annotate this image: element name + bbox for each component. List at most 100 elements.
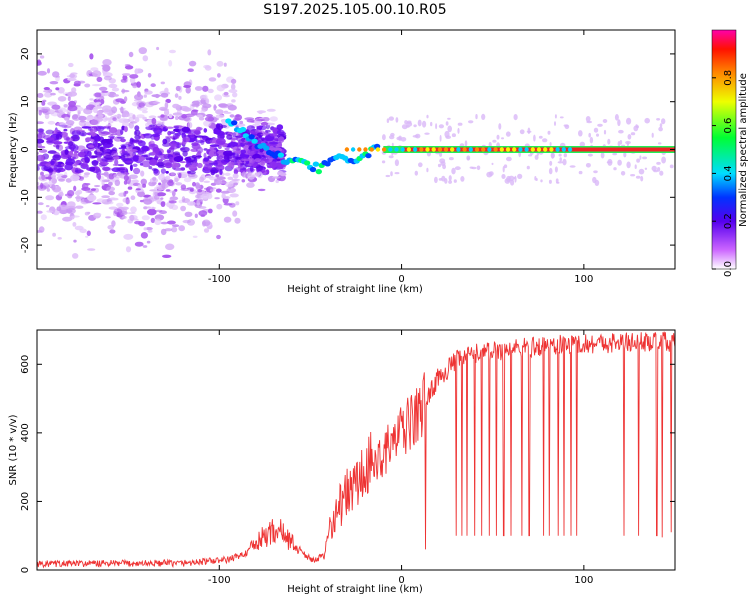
y-tick-label: 20 bbox=[20, 48, 31, 61]
spectrogram-cell bbox=[627, 134, 632, 140]
spectrogram-cell bbox=[165, 170, 169, 174]
spectrogram-cell bbox=[128, 51, 134, 58]
spectrogram-cell bbox=[259, 147, 264, 153]
spectrogram-cell bbox=[269, 133, 278, 137]
signal-cell bbox=[365, 153, 372, 159]
spectrogram-cell bbox=[215, 109, 224, 115]
spectrogram-cell bbox=[517, 173, 523, 179]
spectrogram-cell bbox=[122, 110, 130, 118]
spectrogram-cell bbox=[613, 167, 617, 171]
spectrogram-cell bbox=[81, 132, 85, 136]
spectrogram-cell bbox=[656, 118, 661, 121]
spectrogram-cell bbox=[589, 136, 594, 144]
spectrogram-cell bbox=[533, 134, 536, 142]
spectrogram-cell bbox=[231, 99, 236, 103]
spectrogram-cell bbox=[116, 136, 125, 139]
spectrogram-cell bbox=[94, 92, 102, 98]
spectrogram-cell bbox=[142, 55, 149, 62]
spectrogram-cell bbox=[661, 156, 666, 164]
spectrogram-heatmap bbox=[37, 46, 674, 259]
spectrogram-cell bbox=[128, 122, 134, 129]
spectrogram-cell bbox=[559, 157, 562, 162]
spectrogram-cell bbox=[151, 117, 157, 125]
spectrogram-cell bbox=[41, 101, 46, 106]
spectrogram-cell bbox=[549, 142, 552, 146]
spectrogram-cell bbox=[73, 239, 77, 243]
signal-cell bbox=[518, 147, 523, 152]
spectrogram-cell bbox=[255, 118, 266, 122]
spectrogram-cell bbox=[47, 120, 56, 125]
spectrogram-cell bbox=[141, 215, 150, 221]
spectrogram-cell bbox=[401, 124, 408, 130]
spectrogram-cell bbox=[165, 189, 171, 192]
spectrogram-cell bbox=[52, 141, 63, 145]
spectrogram-cell bbox=[249, 165, 254, 172]
spectrogram-cell bbox=[184, 211, 193, 217]
spectrogram-cell bbox=[233, 169, 239, 175]
spectrogram-cell bbox=[171, 162, 180, 168]
y-tick-label: -20 bbox=[20, 237, 31, 253]
spectrogram-cell bbox=[502, 166, 505, 173]
spectrogram-cell bbox=[166, 149, 171, 154]
spectrogram-cell bbox=[76, 189, 83, 195]
spectrogram-cell bbox=[659, 123, 663, 128]
spectrogram-cell bbox=[569, 165, 576, 168]
spectrogram-cell bbox=[37, 121, 44, 125]
spectrogram-cell bbox=[173, 167, 184, 171]
spectrogram-cell bbox=[117, 164, 125, 167]
spectrogram-cell bbox=[171, 226, 178, 233]
spectrogram-cell bbox=[125, 199, 130, 204]
spectrogram-cell bbox=[134, 125, 140, 131]
spectrogram-cell bbox=[169, 49, 176, 54]
spectrogram-cell bbox=[260, 158, 270, 161]
spectrogram-cell bbox=[196, 155, 203, 158]
spectrogram-cell bbox=[198, 210, 208, 217]
spectrogram-cell bbox=[113, 208, 123, 215]
spectrogram-cell bbox=[179, 161, 187, 164]
spectrogram-cell bbox=[108, 120, 114, 124]
spectrogram-cell bbox=[90, 188, 96, 191]
spectrogram-cell bbox=[96, 110, 103, 116]
spectrogram-cell bbox=[68, 62, 74, 68]
signal-cell bbox=[419, 147, 424, 152]
spectrogram-cell bbox=[204, 116, 215, 122]
spectrogram-cell bbox=[214, 178, 218, 182]
signal-cell bbox=[493, 147, 498, 152]
spectrogram-cell bbox=[41, 106, 51, 112]
spectrogram-cell bbox=[185, 86, 191, 94]
spectrogram-cell bbox=[381, 160, 386, 164]
spectrogram-cell bbox=[154, 187, 158, 190]
spectrogram-cell bbox=[151, 151, 156, 156]
spectrogram-cell bbox=[454, 166, 461, 171]
signal-cell bbox=[239, 126, 247, 133]
spectrogram-cell bbox=[406, 120, 412, 124]
spectrogram-cell bbox=[194, 213, 198, 218]
spectrogram-cell bbox=[626, 117, 632, 125]
spectrogram-cell bbox=[417, 119, 422, 127]
spectrogram-cell bbox=[72, 114, 79, 120]
spectrogram-cell bbox=[38, 226, 45, 233]
x-tick-label: 0 bbox=[398, 575, 404, 586]
spectrogram-cell bbox=[448, 180, 452, 184]
spectrogram-cell bbox=[125, 147, 133, 151]
spectrogram-cell bbox=[103, 75, 112, 81]
spectrogram-cell bbox=[103, 171, 109, 177]
spectrogram-cell bbox=[66, 207, 76, 215]
signal-cell bbox=[425, 147, 430, 152]
spectrogram-cell bbox=[203, 180, 210, 183]
spectrogram-cell bbox=[449, 157, 454, 161]
spectrogram-cell bbox=[138, 221, 146, 227]
spectrogram-cell bbox=[162, 142, 171, 147]
spectrogram-cell bbox=[180, 184, 187, 190]
spectrogram-cell bbox=[657, 142, 662, 145]
spectrogram-cell bbox=[135, 188, 141, 191]
signal-cell bbox=[530, 147, 535, 152]
spectrogram-cell bbox=[636, 158, 640, 163]
spectrogram-cell bbox=[271, 176, 281, 179]
spectrogram-cell bbox=[86, 114, 94, 121]
spectrogram-cell bbox=[46, 137, 55, 141]
spectrogram-cell bbox=[38, 202, 44, 206]
spectrogram-cell bbox=[84, 83, 91, 88]
spectrogram-cell bbox=[437, 163, 442, 168]
